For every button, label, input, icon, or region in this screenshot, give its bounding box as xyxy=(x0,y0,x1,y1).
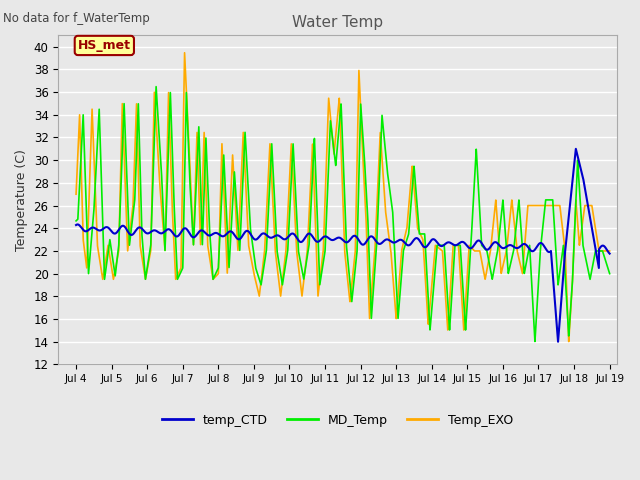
Title: Water Temp: Water Temp xyxy=(292,15,383,30)
Y-axis label: Temperature (C): Temperature (C) xyxy=(15,149,28,251)
Text: No data for f_WaterTemp: No data for f_WaterTemp xyxy=(3,12,150,24)
Legend: temp_CTD, MD_Temp, Temp_EXO: temp_CTD, MD_Temp, Temp_EXO xyxy=(157,408,518,432)
Text: HS_met: HS_met xyxy=(78,39,131,52)
